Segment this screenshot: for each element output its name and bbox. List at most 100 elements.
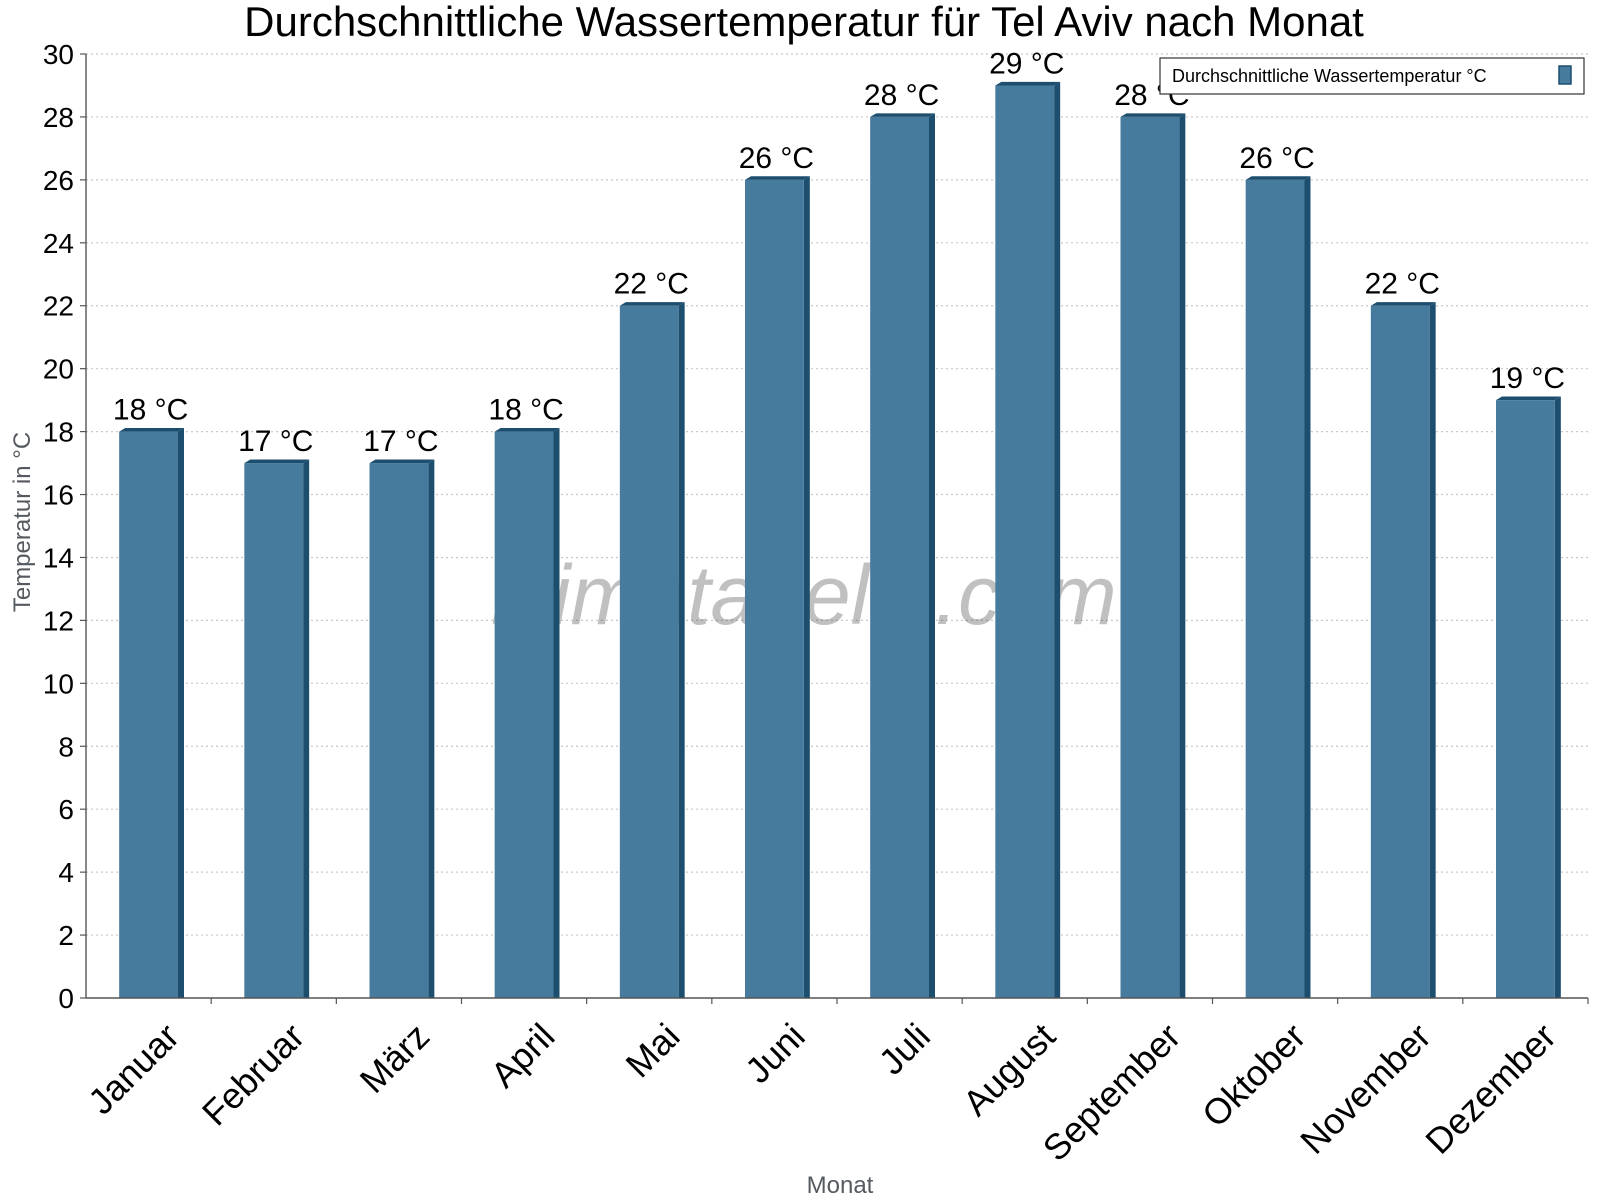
y-tick-label: 22 [43, 291, 74, 322]
bar-top [494, 428, 560, 432]
legend-swatch [1558, 65, 1572, 85]
bar-side [1304, 176, 1311, 998]
bar-juni [745, 176, 810, 998]
x-tick-labels: Januar Februar März April Mai Juni Juli AugustS… [80, 1015, 1564, 1169]
bar-top [995, 81, 1061, 86]
bar-top [619, 302, 685, 306]
y-tick-label: 18 [43, 417, 74, 448]
y-tick-label: 24 [43, 228, 74, 259]
gridlines [86, 53, 1588, 936]
bar-side [1179, 113, 1186, 999]
x-tick-label: April [482, 1015, 562, 1095]
bar-side [177, 428, 184, 998]
x-tick-label: März [352, 1015, 438, 1101]
x-tick-label: Juli [871, 1015, 938, 1082]
legend-label: Durchschnittliche Wassertemperatur °C [1172, 66, 1487, 86]
bar-januar [119, 428, 184, 999]
y-tick-label: 26 [43, 165, 74, 196]
bar-side [303, 459, 310, 998]
data-label: 26 °C [1239, 142, 1314, 175]
bar-side [1429, 302, 1436, 999]
data-label: 19 °C [1490, 362, 1565, 395]
bar-top [369, 459, 435, 464]
bar-side [428, 459, 435, 998]
bar-april [494, 428, 560, 999]
bar-face [995, 85, 1055, 998]
x-tick-label: Dezember [1417, 1015, 1563, 1161]
y-tick-label: 4 [58, 857, 74, 888]
y-tick-label: 14 [43, 542, 74, 573]
bar-face [369, 463, 429, 999]
x-tick-label: Mai [618, 1015, 688, 1085]
x-tick-label: Januar [80, 1015, 187, 1122]
bar-face [494, 431, 554, 999]
bar-side [1054, 81, 1061, 998]
bar-mai [619, 302, 685, 999]
bar-top [1496, 396, 1561, 401]
bar-face [1496, 400, 1555, 999]
x-tick-label: September [1035, 1015, 1189, 1169]
bar-top [1370, 302, 1436, 306]
y-tick-label: 20 [43, 354, 74, 385]
bar-face [745, 179, 804, 998]
data-labels: 18 °C 17 °C 17 °C 18 °C 22 °C 26 °C 28 °C 29 °C… [113, 47, 1565, 458]
bar-oktober [1245, 176, 1311, 998]
y-tick-label: 10 [43, 668, 74, 699]
x-axis-label: Monat [807, 1172, 874, 1199]
x-tick-label: August [955, 1015, 1063, 1123]
bar-side [553, 428, 560, 998]
data-label: 22 °C [614, 268, 689, 301]
bar-juli [870, 113, 935, 999]
bar-top [1120, 113, 1186, 117]
bar-side [678, 302, 685, 999]
bar-februar [244, 459, 310, 999]
y-tick-label: 6 [58, 794, 74, 825]
bar-top [244, 459, 310, 464]
bar-top [1245, 176, 1311, 180]
y-tick-label: 2 [58, 920, 74, 951]
y-tick-label: 12 [43, 605, 74, 636]
x-tick-label: Februar [194, 1015, 312, 1133]
bar-märz [369, 459, 435, 999]
x-tick-label: Oktober [1194, 1015, 1314, 1135]
bar-face [619, 305, 679, 998]
data-label: 26 °C [739, 142, 814, 175]
x-tick-label: Juni [737, 1015, 813, 1091]
bars [119, 81, 1561, 999]
bar-dezember [1496, 396, 1561, 999]
bar-top [745, 176, 810, 180]
bar-face [1370, 305, 1430, 998]
data-label: 18 °C [488, 394, 563, 427]
y-tick-label: 30 [43, 39, 74, 70]
bar-face [1245, 179, 1305, 998]
bar-top [870, 113, 935, 117]
chart-title: Durchschnittliche Wassertemperatur für T… [244, 0, 1364, 45]
data-label: 17 °C [238, 425, 313, 458]
data-label: 28 °C [864, 79, 939, 112]
bar-side [803, 176, 810, 998]
data-label: 17 °C [363, 425, 438, 458]
bar-november [1370, 302, 1436, 999]
y-axis-label: Temperatur in °C [9, 432, 36, 612]
y-tick-label: 28 [43, 102, 74, 133]
y-tick-label: 16 [43, 480, 74, 511]
bar-face [119, 431, 178, 999]
bar-face [244, 463, 304, 999]
bar-side [928, 113, 935, 999]
axes [80, 53, 1589, 1004]
y-tick-label: 8 [58, 731, 74, 762]
bar-face [870, 116, 929, 998]
bar-top [119, 428, 184, 432]
legend: Durchschnittliche Wassertemperatur °C [1159, 57, 1585, 95]
bar-august [995, 81, 1061, 998]
bar-face [1120, 116, 1180, 998]
data-label: 18 °C [113, 394, 188, 427]
data-label: 29 °C [989, 47, 1064, 80]
bar-side [1554, 396, 1561, 998]
y-tick-label: 0 [58, 983, 74, 1014]
legend-box [1159, 57, 1585, 95]
x-tick-label: November [1292, 1015, 1438, 1161]
